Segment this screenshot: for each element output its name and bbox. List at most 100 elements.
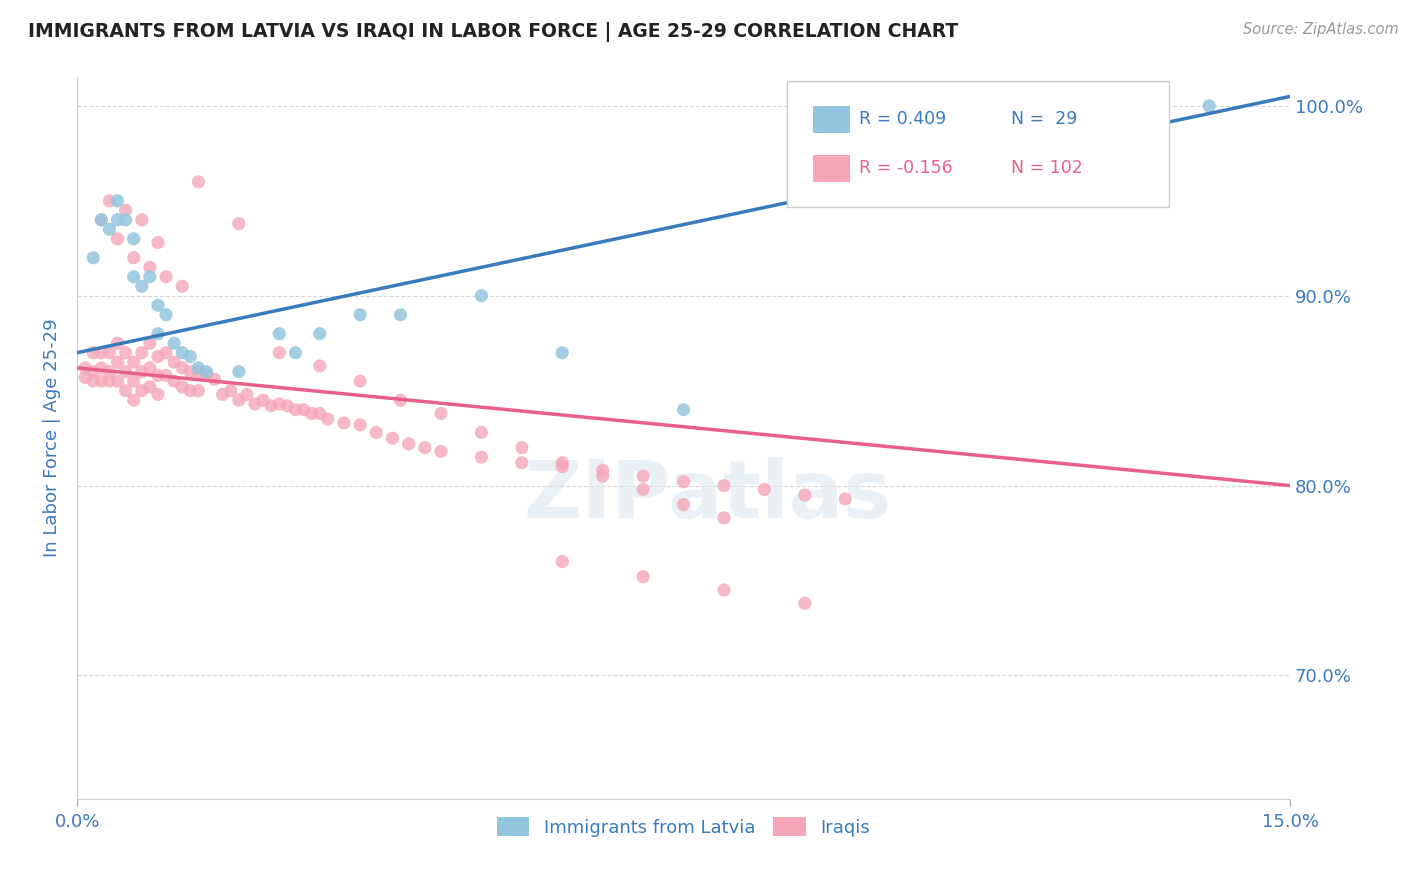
Point: [236, 387, 259, 401]
Point: [90, 212, 112, 227]
Point: [754, 483, 776, 497]
Point: [228, 217, 250, 231]
Point: [301, 407, 323, 421]
Point: [90, 212, 112, 227]
Point: [172, 380, 194, 394]
Point: [146, 387, 169, 401]
Point: [284, 402, 307, 417]
Point: [90, 360, 112, 375]
Point: [139, 360, 162, 375]
Text: R = -0.156: R = -0.156: [859, 160, 953, 178]
Point: [672, 402, 695, 417]
Point: [114, 345, 136, 359]
Point: [139, 269, 162, 284]
Point: [122, 251, 145, 265]
Point: [122, 355, 145, 369]
Point: [551, 459, 574, 474]
Point: [131, 279, 153, 293]
Point: [187, 365, 209, 379]
FancyBboxPatch shape: [786, 81, 1168, 207]
Point: [163, 336, 186, 351]
Text: N =  29: N = 29: [1011, 111, 1077, 128]
Point: [292, 402, 315, 417]
Point: [551, 456, 574, 470]
Point: [131, 384, 153, 398]
Point: [381, 431, 404, 445]
Point: [672, 475, 695, 489]
Point: [122, 232, 145, 246]
Point: [90, 345, 112, 359]
Text: Source: ZipAtlas.com: Source: ZipAtlas.com: [1243, 22, 1399, 37]
Point: [316, 412, 339, 426]
Point: [308, 407, 330, 421]
Point: [187, 384, 209, 398]
Point: [90, 374, 112, 388]
Point: [333, 416, 356, 430]
Point: [211, 387, 233, 401]
Y-axis label: In Labor Force | Age 25-29: In Labor Force | Age 25-29: [44, 318, 60, 558]
Point: [146, 326, 169, 341]
Point: [349, 308, 371, 322]
Point: [430, 407, 453, 421]
Point: [366, 425, 388, 440]
Point: [470, 425, 492, 440]
Point: [107, 194, 129, 208]
Bar: [813, 154, 849, 182]
Point: [114, 203, 136, 218]
Point: [107, 374, 129, 388]
Point: [146, 350, 169, 364]
Point: [179, 365, 201, 379]
Point: [713, 478, 735, 492]
Point: [98, 374, 121, 388]
Point: [398, 437, 420, 451]
Point: [204, 372, 226, 386]
Point: [510, 456, 533, 470]
Point: [195, 365, 218, 379]
Point: [98, 365, 121, 379]
Point: [269, 345, 291, 359]
Point: [131, 365, 153, 379]
Text: R = 0.409: R = 0.409: [859, 111, 946, 128]
Point: [114, 212, 136, 227]
Point: [269, 397, 291, 411]
Point: [187, 175, 209, 189]
Point: [122, 393, 145, 408]
Point: [713, 582, 735, 597]
Point: [793, 596, 815, 610]
Point: [955, 175, 977, 189]
Point: [195, 368, 218, 383]
Point: [163, 355, 186, 369]
Point: [430, 444, 453, 458]
Bar: [813, 105, 849, 133]
Point: [82, 345, 104, 359]
Point: [592, 469, 614, 483]
Point: [284, 345, 307, 359]
Point: [631, 469, 654, 483]
Point: [228, 393, 250, 408]
Point: [107, 212, 129, 227]
Point: [713, 511, 735, 525]
Point: [131, 212, 153, 227]
Point: [308, 326, 330, 341]
Point: [172, 360, 194, 375]
Point: [349, 374, 371, 388]
Point: [179, 350, 201, 364]
Point: [155, 345, 177, 359]
Point: [793, 488, 815, 502]
Point: [187, 360, 209, 375]
Point: [146, 235, 169, 250]
Text: IMMIGRANTS FROM LATVIA VS IRAQI IN LABOR FORCE | AGE 25-29 CORRELATION CHART: IMMIGRANTS FROM LATVIA VS IRAQI IN LABOR…: [28, 22, 959, 42]
Point: [551, 345, 574, 359]
Point: [243, 397, 266, 411]
Point: [349, 417, 371, 432]
Point: [510, 441, 533, 455]
Point: [98, 194, 121, 208]
Point: [155, 368, 177, 383]
Point: [75, 360, 97, 375]
Point: [155, 269, 177, 284]
Point: [1198, 99, 1220, 113]
Point: [107, 355, 129, 369]
Point: [114, 365, 136, 379]
Point: [551, 555, 574, 569]
Point: [75, 370, 97, 384]
